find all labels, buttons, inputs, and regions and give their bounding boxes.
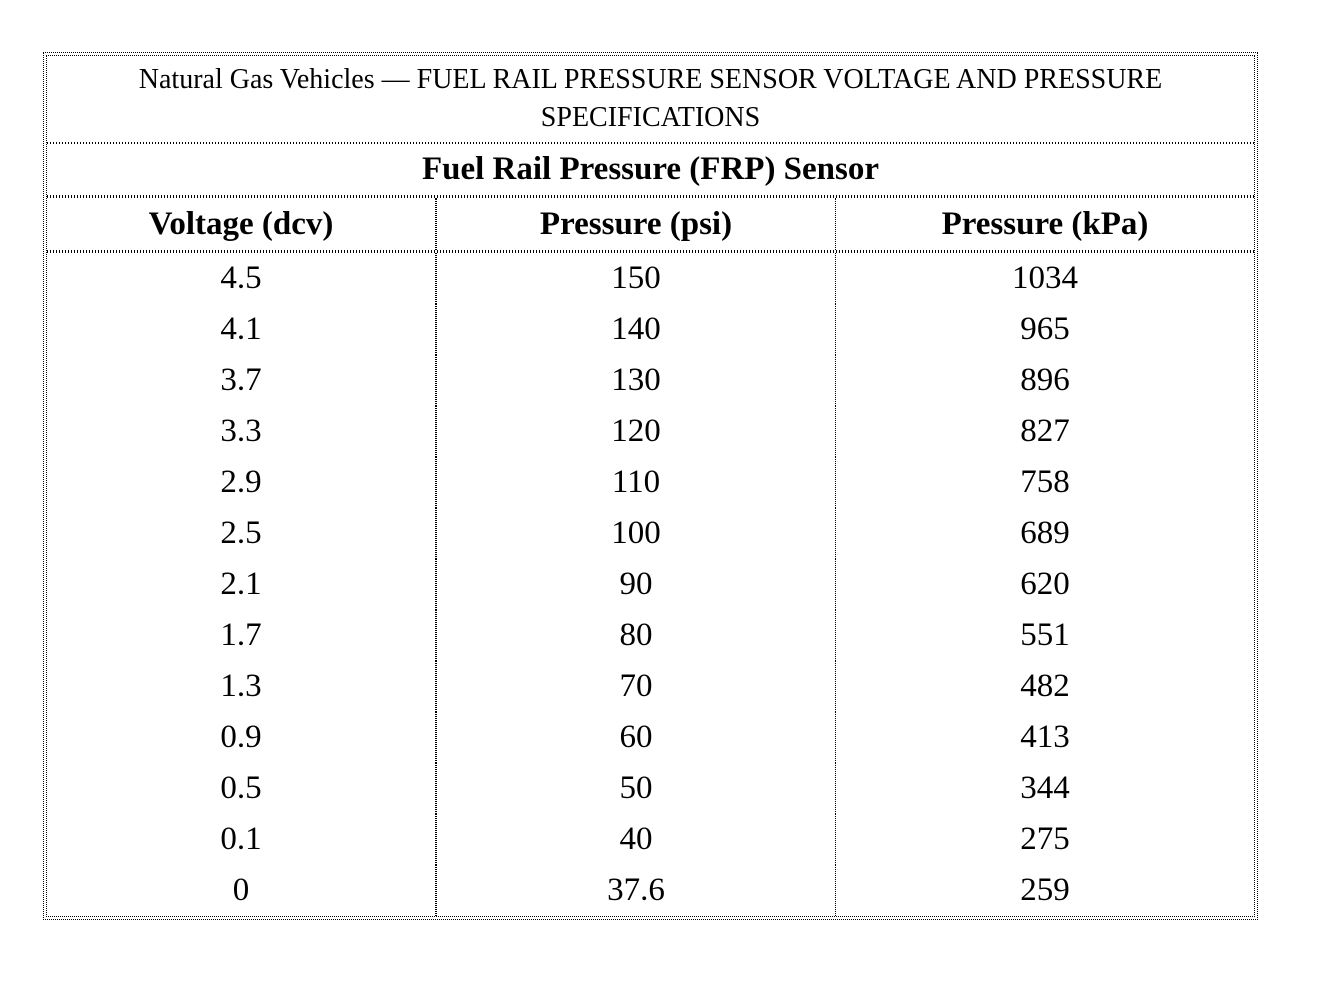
table-cell: 130 bbox=[436, 355, 835, 406]
table-subtitle: Fuel Rail Pressure (FRP) Sensor bbox=[421, 151, 880, 187]
table-row: 3.7 130 896 bbox=[47, 355, 1254, 406]
table-cell: 2.9 bbox=[47, 457, 436, 508]
spec-table: Natural Gas Vehicles — FUEL RAIL PRESSUR… bbox=[43, 52, 1258, 920]
table-row: 0.5 50 344 bbox=[47, 763, 1254, 814]
table-cell: 150 bbox=[436, 253, 835, 304]
table-cell: 482 bbox=[835, 661, 1254, 712]
table-cell: 344 bbox=[835, 763, 1254, 814]
header-divider bbox=[47, 250, 1254, 253]
table-cell: 110 bbox=[436, 457, 835, 508]
table-cell: 0.5 bbox=[47, 763, 436, 814]
table-cell: 120 bbox=[436, 406, 835, 457]
column-header-voltage-dcv: Voltage (dcv) bbox=[47, 198, 436, 250]
table-title: Natural Gas Vehicles — FUEL RAIL PRESSUR… bbox=[47, 56, 1254, 142]
table-row: 2.1 90 620 bbox=[47, 559, 1254, 610]
subtitle-divider bbox=[47, 195, 1254, 198]
table-row: 0 37.6 259 bbox=[47, 865, 1254, 916]
table-row: 0.9 60 413 bbox=[47, 712, 1254, 763]
table-cell: 896 bbox=[835, 355, 1254, 406]
table-cell: 689 bbox=[835, 508, 1254, 559]
table-cell: 259 bbox=[835, 865, 1254, 916]
table-cell: 1.3 bbox=[47, 661, 436, 712]
table-cell: 620 bbox=[835, 559, 1254, 610]
table-cell: 140 bbox=[436, 304, 835, 355]
table-row: 2.5 100 689 bbox=[47, 508, 1254, 559]
table-cell: 413 bbox=[835, 712, 1254, 763]
table-cell: 2.5 bbox=[47, 508, 436, 559]
table-cell: 4.5 bbox=[47, 253, 436, 304]
table-cell: 50 bbox=[436, 763, 835, 814]
table-row: 3.3 120 827 bbox=[47, 406, 1254, 457]
table-cell: 3.3 bbox=[47, 406, 436, 457]
table-cell: 0.9 bbox=[47, 712, 436, 763]
table-row: 4.1 140 965 bbox=[47, 304, 1254, 355]
table-cell: 60 bbox=[436, 712, 835, 763]
table-title-text: Natural Gas Vehicles — FUEL RAIL PRESSUR… bbox=[138, 64, 1163, 133]
title-divider bbox=[47, 142, 1254, 144]
table-cell: 965 bbox=[835, 304, 1254, 355]
table-cell: 1034 bbox=[835, 253, 1254, 304]
table-cell: 1.7 bbox=[47, 610, 436, 661]
table-row: 4.5 150 1034 bbox=[47, 253, 1254, 304]
table-cell: 40 bbox=[436, 814, 835, 865]
table-cell: 2.1 bbox=[47, 559, 436, 610]
table-cell: 70 bbox=[436, 661, 835, 712]
table-cell: 827 bbox=[835, 406, 1254, 457]
table-cell: 0.1 bbox=[47, 814, 436, 865]
table-cell: 3.7 bbox=[47, 355, 436, 406]
table-cell: 80 bbox=[436, 610, 835, 661]
table-row: 1.3 70 482 bbox=[47, 661, 1254, 712]
table-cell: 37.6 bbox=[436, 865, 835, 916]
table-row: 1.7 80 551 bbox=[47, 610, 1254, 661]
table-cell: 758 bbox=[835, 457, 1254, 508]
column-header-pressure-psi: Pressure (psi) bbox=[436, 198, 835, 250]
spec-table-border: Natural Gas Vehicles — FUEL RAIL PRESSUR… bbox=[46, 55, 1255, 917]
table-row: 0.1 40 275 bbox=[47, 814, 1254, 865]
table-row: 2.9 110 758 bbox=[47, 457, 1254, 508]
table-cell: 90 bbox=[436, 559, 835, 610]
table-cell: 551 bbox=[835, 610, 1254, 661]
table-cell: 4.1 bbox=[47, 304, 436, 355]
table-cell: 0 bbox=[47, 865, 436, 916]
table-cell: 100 bbox=[436, 508, 835, 559]
table-body: 4.5 150 1034 4.1 140 965 3.7 130 896 3.3 120 827 2.9… bbox=[47, 253, 1254, 916]
column-header-pressure-kpa: Pressure (kPa) bbox=[835, 198, 1254, 250]
table-header-row: Voltage (dcv) Pressure (psi) Pressure (k… bbox=[47, 198, 1254, 250]
table-cell: 275 bbox=[835, 814, 1254, 865]
